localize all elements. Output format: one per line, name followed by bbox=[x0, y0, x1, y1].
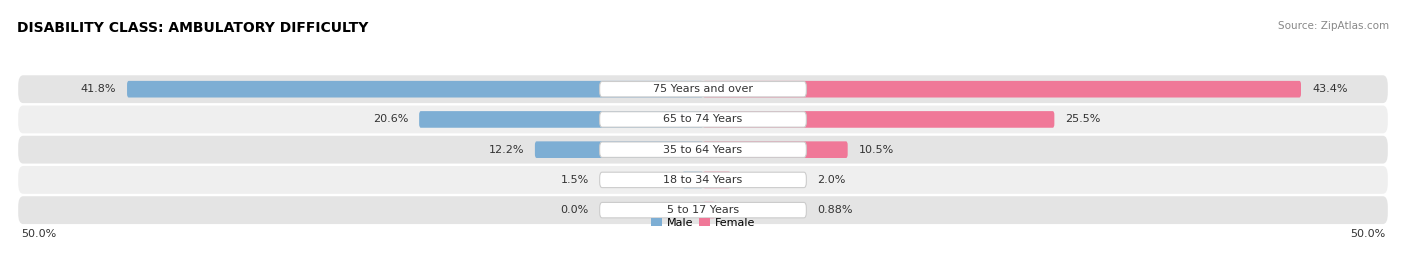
FancyBboxPatch shape bbox=[703, 141, 848, 158]
Text: 0.0%: 0.0% bbox=[561, 205, 589, 215]
Text: 75 Years and over: 75 Years and over bbox=[652, 84, 754, 94]
FancyBboxPatch shape bbox=[419, 111, 703, 128]
Text: 20.6%: 20.6% bbox=[373, 114, 408, 124]
Text: 25.5%: 25.5% bbox=[1066, 114, 1101, 124]
Text: 50.0%: 50.0% bbox=[21, 229, 56, 239]
Text: DISABILITY CLASS: AMBULATORY DIFFICULTY: DISABILITY CLASS: AMBULATORY DIFFICULTY bbox=[17, 21, 368, 35]
Legend: Male, Female: Male, Female bbox=[647, 213, 759, 232]
Text: 5 to 17 Years: 5 to 17 Years bbox=[666, 205, 740, 215]
FancyBboxPatch shape bbox=[599, 112, 807, 127]
FancyBboxPatch shape bbox=[599, 172, 807, 188]
FancyBboxPatch shape bbox=[703, 172, 731, 188]
Text: 35 to 64 Years: 35 to 64 Years bbox=[664, 145, 742, 155]
Text: Source: ZipAtlas.com: Source: ZipAtlas.com bbox=[1278, 21, 1389, 31]
Text: 65 to 74 Years: 65 to 74 Years bbox=[664, 114, 742, 124]
FancyBboxPatch shape bbox=[18, 106, 1388, 133]
Text: 41.8%: 41.8% bbox=[80, 84, 117, 94]
Text: 50.0%: 50.0% bbox=[1350, 229, 1385, 239]
FancyBboxPatch shape bbox=[127, 81, 703, 98]
FancyBboxPatch shape bbox=[599, 142, 807, 157]
FancyBboxPatch shape bbox=[18, 196, 1388, 224]
FancyBboxPatch shape bbox=[703, 111, 1054, 128]
Text: 18 to 34 Years: 18 to 34 Years bbox=[664, 175, 742, 185]
Text: 43.4%: 43.4% bbox=[1312, 84, 1347, 94]
Text: 2.0%: 2.0% bbox=[817, 175, 846, 185]
FancyBboxPatch shape bbox=[599, 81, 807, 97]
FancyBboxPatch shape bbox=[703, 81, 1301, 98]
Text: 0.88%: 0.88% bbox=[817, 205, 853, 215]
Text: 1.5%: 1.5% bbox=[561, 175, 589, 185]
FancyBboxPatch shape bbox=[682, 172, 703, 188]
FancyBboxPatch shape bbox=[18, 136, 1388, 163]
Text: 12.2%: 12.2% bbox=[488, 145, 524, 155]
Text: 10.5%: 10.5% bbox=[859, 145, 894, 155]
FancyBboxPatch shape bbox=[18, 75, 1388, 103]
FancyBboxPatch shape bbox=[534, 141, 703, 158]
FancyBboxPatch shape bbox=[18, 166, 1388, 194]
FancyBboxPatch shape bbox=[599, 202, 807, 218]
FancyBboxPatch shape bbox=[703, 202, 716, 218]
